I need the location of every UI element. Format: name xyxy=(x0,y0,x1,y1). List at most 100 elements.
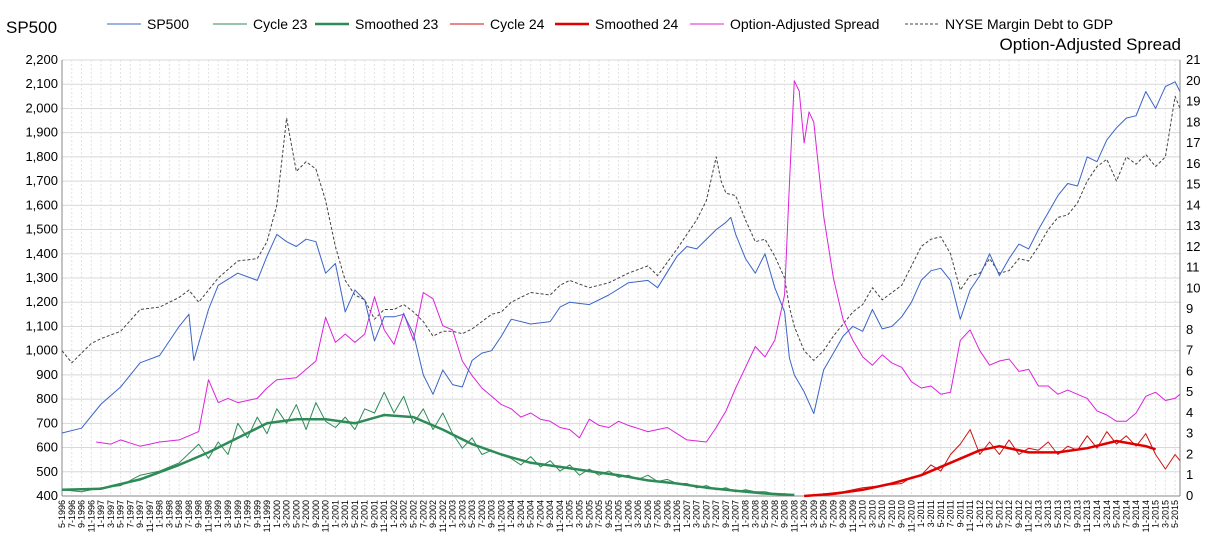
right-tick-label: 2 xyxy=(1186,446,1193,461)
x-tick-label: 11-2000 xyxy=(321,500,331,532)
x-tick-label: 7-2011 xyxy=(946,500,956,527)
x-tick-label: 7-1998 xyxy=(184,500,194,528)
x-tick-label: 5-2000 xyxy=(291,500,301,528)
series-line-sp500 xyxy=(61,81,1181,434)
right-tick-label: 17 xyxy=(1186,135,1200,150)
x-tick-label: 9-2000 xyxy=(311,500,321,528)
x-tick-label: 1-2008 xyxy=(740,500,750,528)
left-tick-label: 1,000 xyxy=(25,343,58,358)
x-tick-label: 3-2007 xyxy=(692,500,702,528)
x-tick-label: 7-2002 xyxy=(418,500,428,528)
left-tick-label: 1,200 xyxy=(25,294,58,309)
left-tick-label: 2,100 xyxy=(25,76,58,91)
x-tick-label: 3-2006 xyxy=(633,500,643,528)
x-tick-label: 1-2000 xyxy=(272,500,282,528)
x-tick-label: 11-1999 xyxy=(262,500,272,532)
right-tick-label: 7 xyxy=(1186,343,1193,358)
right-tick-label: 3 xyxy=(1186,426,1193,441)
x-tick-label: 9-2008 xyxy=(780,500,790,528)
left-tick-label: 900 xyxy=(36,367,58,382)
right-tick-label: 11 xyxy=(1186,260,1200,275)
x-tick-label: 1-2003 xyxy=(448,500,458,528)
x-tick-label: 7-2007 xyxy=(711,500,721,528)
x-tick-label: 9-2011 xyxy=(955,500,965,527)
x-tick-label: 3-2001 xyxy=(340,500,350,528)
x-tick-label: 9-2003 xyxy=(487,500,497,528)
right-axis-title: Option-Adjusted Spread xyxy=(1000,35,1181,54)
x-tick-label: 5-2006 xyxy=(643,500,653,528)
legend-label: Option-Adjusted Spread xyxy=(730,16,879,32)
x-tick-label: 9-1996 xyxy=(77,500,87,528)
x-tick-label: 7-2009 xyxy=(828,500,838,528)
plot-area xyxy=(61,60,1181,497)
right-tick-label: 19 xyxy=(1186,94,1200,109)
series-layer xyxy=(61,80,1181,498)
x-tick-label: 9-2002 xyxy=(428,500,438,528)
x-axis-ticks: 5-1996 7-1996 9-1996 11-1996 1-1997 3-1997 5-1… xyxy=(57,500,1180,532)
grid xyxy=(61,59,1180,497)
x-tick-label: 1-2004 xyxy=(506,500,516,528)
left-tick-label: 2,000 xyxy=(25,100,58,115)
x-tick-label: 5-2011 xyxy=(936,500,946,527)
x-tick-label: 11-2001 xyxy=(379,500,389,532)
x-tick-label: 11-2005 xyxy=(614,500,624,532)
x-tick-label: 1-2001 xyxy=(330,500,340,528)
x-tick-label: 1-2013 xyxy=(1033,500,1043,528)
x-tick-label: 1-2002 xyxy=(389,500,399,528)
right-tick-label: 8 xyxy=(1186,322,1193,337)
right-tick-label: 4 xyxy=(1186,405,1193,420)
left-tick-label: 2,200 xyxy=(25,52,58,67)
x-tick-label: 1-2007 xyxy=(682,500,692,528)
right-tick-label: 16 xyxy=(1186,156,1200,171)
x-tick-label: 9-2012 xyxy=(1014,500,1024,528)
x-tick-label: 11-1996 xyxy=(86,500,96,532)
x-tick-label: 1-2011 xyxy=(916,500,926,527)
x-tick-label: 7-2014 xyxy=(1121,500,1131,528)
x-tick-label: 3-2012 xyxy=(985,500,995,528)
x-tick-label: 11-1997 xyxy=(145,500,155,532)
right-tick-label: 0 xyxy=(1186,488,1193,503)
series-line-option-adjusted-spread xyxy=(96,80,1181,447)
right-tick-label: 14 xyxy=(1186,197,1200,212)
x-tick-label: 5-1996 xyxy=(57,500,67,528)
x-tick-label: 9-2007 xyxy=(721,500,731,528)
x-tick-label: 7-2010 xyxy=(887,500,897,528)
left-tick-label: 1,600 xyxy=(25,197,58,212)
x-tick-label: 11-2004 xyxy=(555,500,565,532)
left-tick-label: 800 xyxy=(36,391,58,406)
x-tick-label: 3-1999 xyxy=(223,500,233,528)
x-tick-label: 1-2009 xyxy=(799,500,809,528)
x-tick-label: 5-1997 xyxy=(116,500,126,528)
x-tick-label: 1-2015 xyxy=(1151,500,1161,528)
x-tick-label: 5-2009 xyxy=(819,500,829,528)
left-tick-label: 1,500 xyxy=(25,222,58,237)
x-tick-label: 3-2013 xyxy=(1043,500,1053,528)
x-tick-label: 3-2010 xyxy=(867,500,877,528)
x-tick-label: 11-2011 xyxy=(965,500,975,532)
legend-label: SP500 xyxy=(147,16,189,32)
x-tick-label: 5-2003 xyxy=(467,500,477,528)
legend-label: NYSE Margin Debt to GDP xyxy=(945,16,1113,32)
x-tick-label: 11-2007 xyxy=(731,500,741,532)
left-tick-label: 1,300 xyxy=(25,270,58,285)
x-tick-label: 1-2014 xyxy=(1092,500,1102,528)
x-tick-label: 9-2005 xyxy=(604,500,614,528)
x-tick-label: 9-1997 xyxy=(135,500,145,528)
left-tick-label: 600 xyxy=(36,440,58,455)
right-tick-label: 9 xyxy=(1186,301,1193,316)
left-tick-label: 1,700 xyxy=(25,173,58,188)
x-tick-label: 7-2004 xyxy=(535,500,545,528)
x-tick-label: 5-2001 xyxy=(350,500,360,528)
x-tick-label: 1-2005 xyxy=(565,500,575,528)
left-tick-label: 700 xyxy=(36,415,58,430)
x-tick-label: 7-1996 xyxy=(67,500,77,528)
x-tick-label: 9-1999 xyxy=(252,500,262,528)
x-tick-label: 11-2006 xyxy=(672,500,682,532)
x-tick-label: 7-2000 xyxy=(301,500,311,528)
x-tick-label: 3-2011 xyxy=(926,500,936,527)
x-tick-label: 7-1999 xyxy=(243,500,253,528)
left-tick-label: 400 xyxy=(36,488,58,503)
x-tick-label: 7-2003 xyxy=(477,500,487,528)
x-tick-label: 1-1999 xyxy=(213,500,223,528)
